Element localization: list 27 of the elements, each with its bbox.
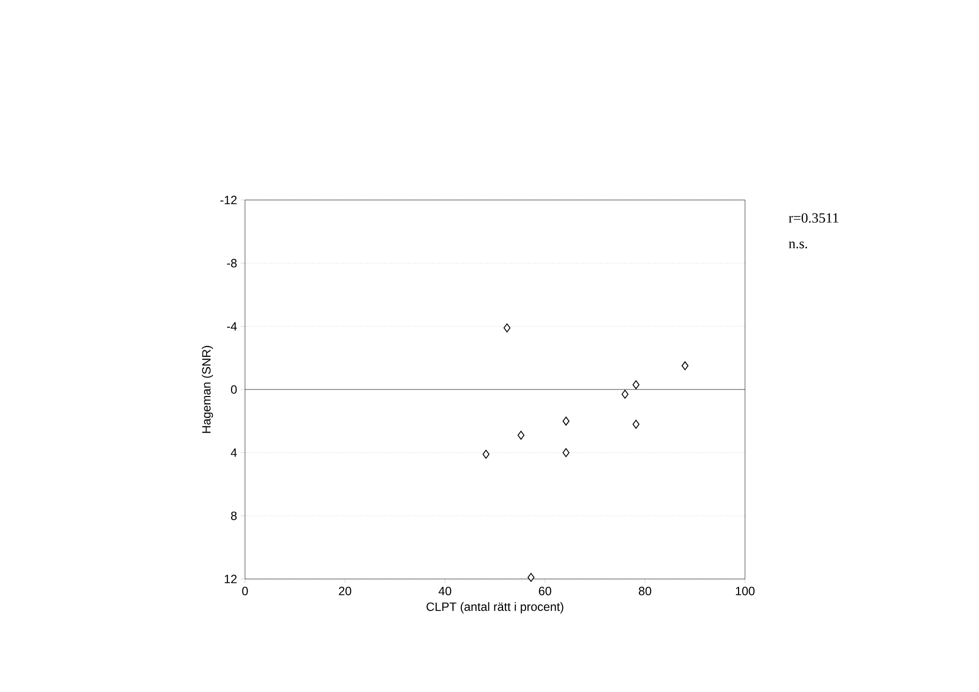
point — [682, 361, 688, 370]
point — [518, 430, 524, 440]
x-axis-title: CLPT (antal rätt i procent) — [426, 602, 564, 614]
x-tick-label: 60 — [538, 586, 552, 596]
y-tick-label: -12 — [220, 196, 237, 204]
x-tick-label: 0 — [242, 586, 248, 596]
point — [528, 572, 534, 582]
x-tick-label: 40 — [438, 586, 452, 596]
x-tick-label: 100 — [736, 586, 755, 596]
point — [504, 323, 510, 332]
y-tick-label: 8 — [231, 512, 237, 520]
x-tick-label: 20 — [338, 586, 352, 596]
point — [482, 450, 490, 459]
point — [632, 420, 640, 429]
text: r=0.3511 — [788, 213, 838, 223]
y-tick-label: -8 — [227, 258, 237, 268]
text: n.s. — [788, 242, 808, 248]
y-tick-label: 4 — [230, 448, 237, 457]
y-tick-label: -4 — [227, 322, 237, 330]
point — [622, 390, 628, 399]
y-axis-title: Hageman (SNR) — [202, 346, 213, 433]
y-tick-label: 12 — [224, 574, 237, 584]
point — [562, 416, 570, 426]
y-tick-label: 0 — [231, 385, 237, 394]
x-tick-label: 80 — [638, 586, 652, 596]
point — [632, 380, 640, 390]
point — [562, 448, 570, 458]
